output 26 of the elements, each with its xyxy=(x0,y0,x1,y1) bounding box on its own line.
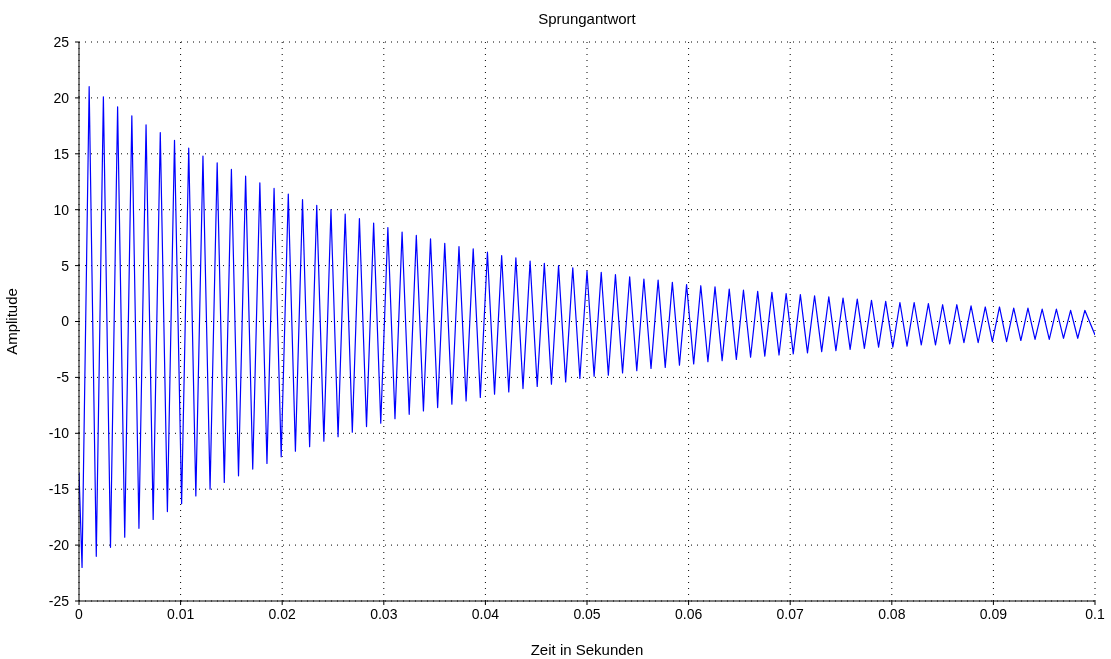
y-tick-label: 15 xyxy=(53,145,70,162)
y-axis-title: Amplitude xyxy=(3,288,21,355)
x-tick-label: 0.06 xyxy=(674,605,703,622)
chart-title: Sprungantwort xyxy=(537,10,637,27)
y-tick-label: 20 xyxy=(53,89,70,106)
y-tick-label: -5 xyxy=(56,369,70,386)
x-tick-label: 0.08 xyxy=(878,605,906,622)
x-tick-label: 0.1 xyxy=(1085,605,1105,622)
x-tick-label: 0.03 xyxy=(370,605,398,622)
y-tick-label: -20 xyxy=(48,537,70,554)
y-tick-label: 25 xyxy=(53,33,70,50)
y-tick-label: 10 xyxy=(53,201,70,218)
x-tick-label: 0.07 xyxy=(776,605,805,622)
x-tick-label: 0.02 xyxy=(268,605,297,622)
x-axis-title: Zeit in Sekunden xyxy=(530,641,644,658)
y-tick-label: 0 xyxy=(61,313,70,330)
x-tick-label: 0.09 xyxy=(979,605,1008,622)
x-tick-label: 0 xyxy=(75,605,84,622)
x-tick-label: 0.04 xyxy=(471,605,500,622)
x-tick-label: 0.05 xyxy=(573,605,601,622)
y-tick-label: -25 xyxy=(48,592,70,609)
y-tick-label: -15 xyxy=(48,481,70,498)
y-tick-label: -10 xyxy=(48,425,70,442)
line-series xyxy=(79,86,1095,569)
y-tick-label: 5 xyxy=(61,257,70,274)
x-tick-label: 0.01 xyxy=(166,605,195,622)
